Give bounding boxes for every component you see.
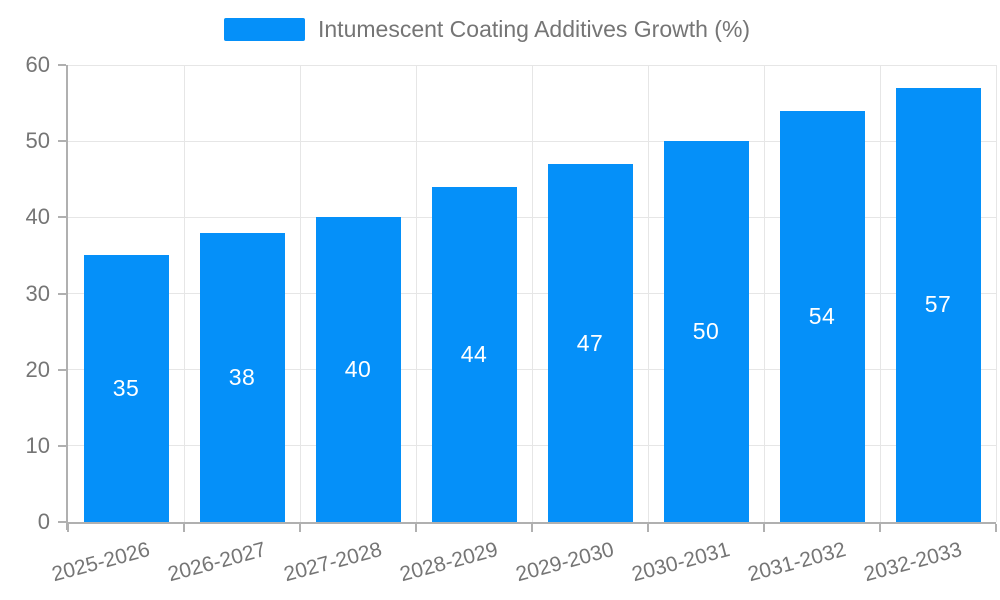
x-tick-label: 2029-2030 [512, 538, 616, 587]
bar[interactable]: 44 [431, 186, 517, 522]
y-tick-mark [58, 368, 66, 371]
bar[interactable]: 50 [663, 141, 749, 522]
y-tick-mark [58, 64, 66, 66]
x-tick-mark [67, 524, 69, 532]
x-tick-label: 2031-2032 [744, 538, 848, 587]
y-tick-mark [58, 292, 66, 295]
y-tick-mark [58, 140, 66, 143]
bar-value-label: 50 [692, 318, 720, 345]
gridline-vertical [648, 65, 649, 522]
y-tick-label: 40 [25, 204, 50, 230]
y-tick-label: 30 [25, 280, 50, 306]
gridline-vertical [300, 65, 301, 522]
x-tick-mark [183, 524, 185, 532]
x-tick-label: 2032-2033 [860, 538, 964, 587]
legend-label: Intumescent Coating Additives Growth (%) [318, 16, 751, 42]
x-tick-mark [647, 524, 649, 532]
gridline-vertical [880, 65, 881, 522]
x-tick-label: 2030-2031 [628, 538, 732, 587]
bar-value-label: 47 [576, 329, 604, 356]
gridline-vertical [532, 65, 533, 522]
x-tick-mark [415, 524, 417, 532]
y-tick-label: 10 [25, 432, 50, 458]
bar[interactable]: 47 [547, 164, 633, 522]
x-tick-mark [995, 524, 997, 532]
x-tick-mark [531, 524, 533, 532]
bar-value-label: 40 [344, 356, 372, 383]
y-tick-label: 60 [25, 52, 50, 77]
bar[interactable]: 54 [779, 110, 865, 522]
bar-value-label: 54 [808, 302, 836, 329]
gridline-vertical [184, 65, 185, 522]
y-axis-line [66, 65, 68, 530]
x-tick-label: 2025-2026 [48, 538, 152, 587]
y-tick-label: 20 [25, 356, 50, 382]
bar[interactable]: 57 [895, 87, 981, 522]
gridline-vertical [996, 65, 997, 522]
legend-item[interactable]: Intumescent Coating Additives Growth (%) [224, 16, 750, 43]
y-tick-mark [58, 521, 66, 523]
y-tick-label: 0 [37, 509, 50, 534]
gridline-vertical [764, 65, 765, 522]
legend-swatch [224, 18, 305, 41]
gridline-vertical [416, 65, 417, 522]
x-tick-mark [879, 524, 881, 532]
bar[interactable]: 38 [199, 232, 285, 522]
bar-value-label: 44 [460, 340, 488, 367]
x-tick-label: 2026-2027 [164, 538, 268, 587]
x-tick-label: 2027-2028 [280, 538, 384, 587]
bar-value-label: 38 [228, 363, 256, 390]
bar[interactable]: 35 [83, 255, 169, 522]
bar-value-label: 57 [924, 291, 952, 318]
bar-value-label: 35 [112, 375, 140, 402]
y-tick-mark [58, 444, 66, 447]
x-axis-line [66, 522, 996, 524]
bar[interactable]: 40 [315, 217, 401, 522]
x-tick-mark [299, 524, 301, 532]
x-tick-label: 2028-2029 [396, 538, 500, 587]
y-tick-mark [58, 216, 66, 219]
y-tick-label: 50 [25, 128, 50, 154]
x-tick-mark [763, 524, 765, 532]
